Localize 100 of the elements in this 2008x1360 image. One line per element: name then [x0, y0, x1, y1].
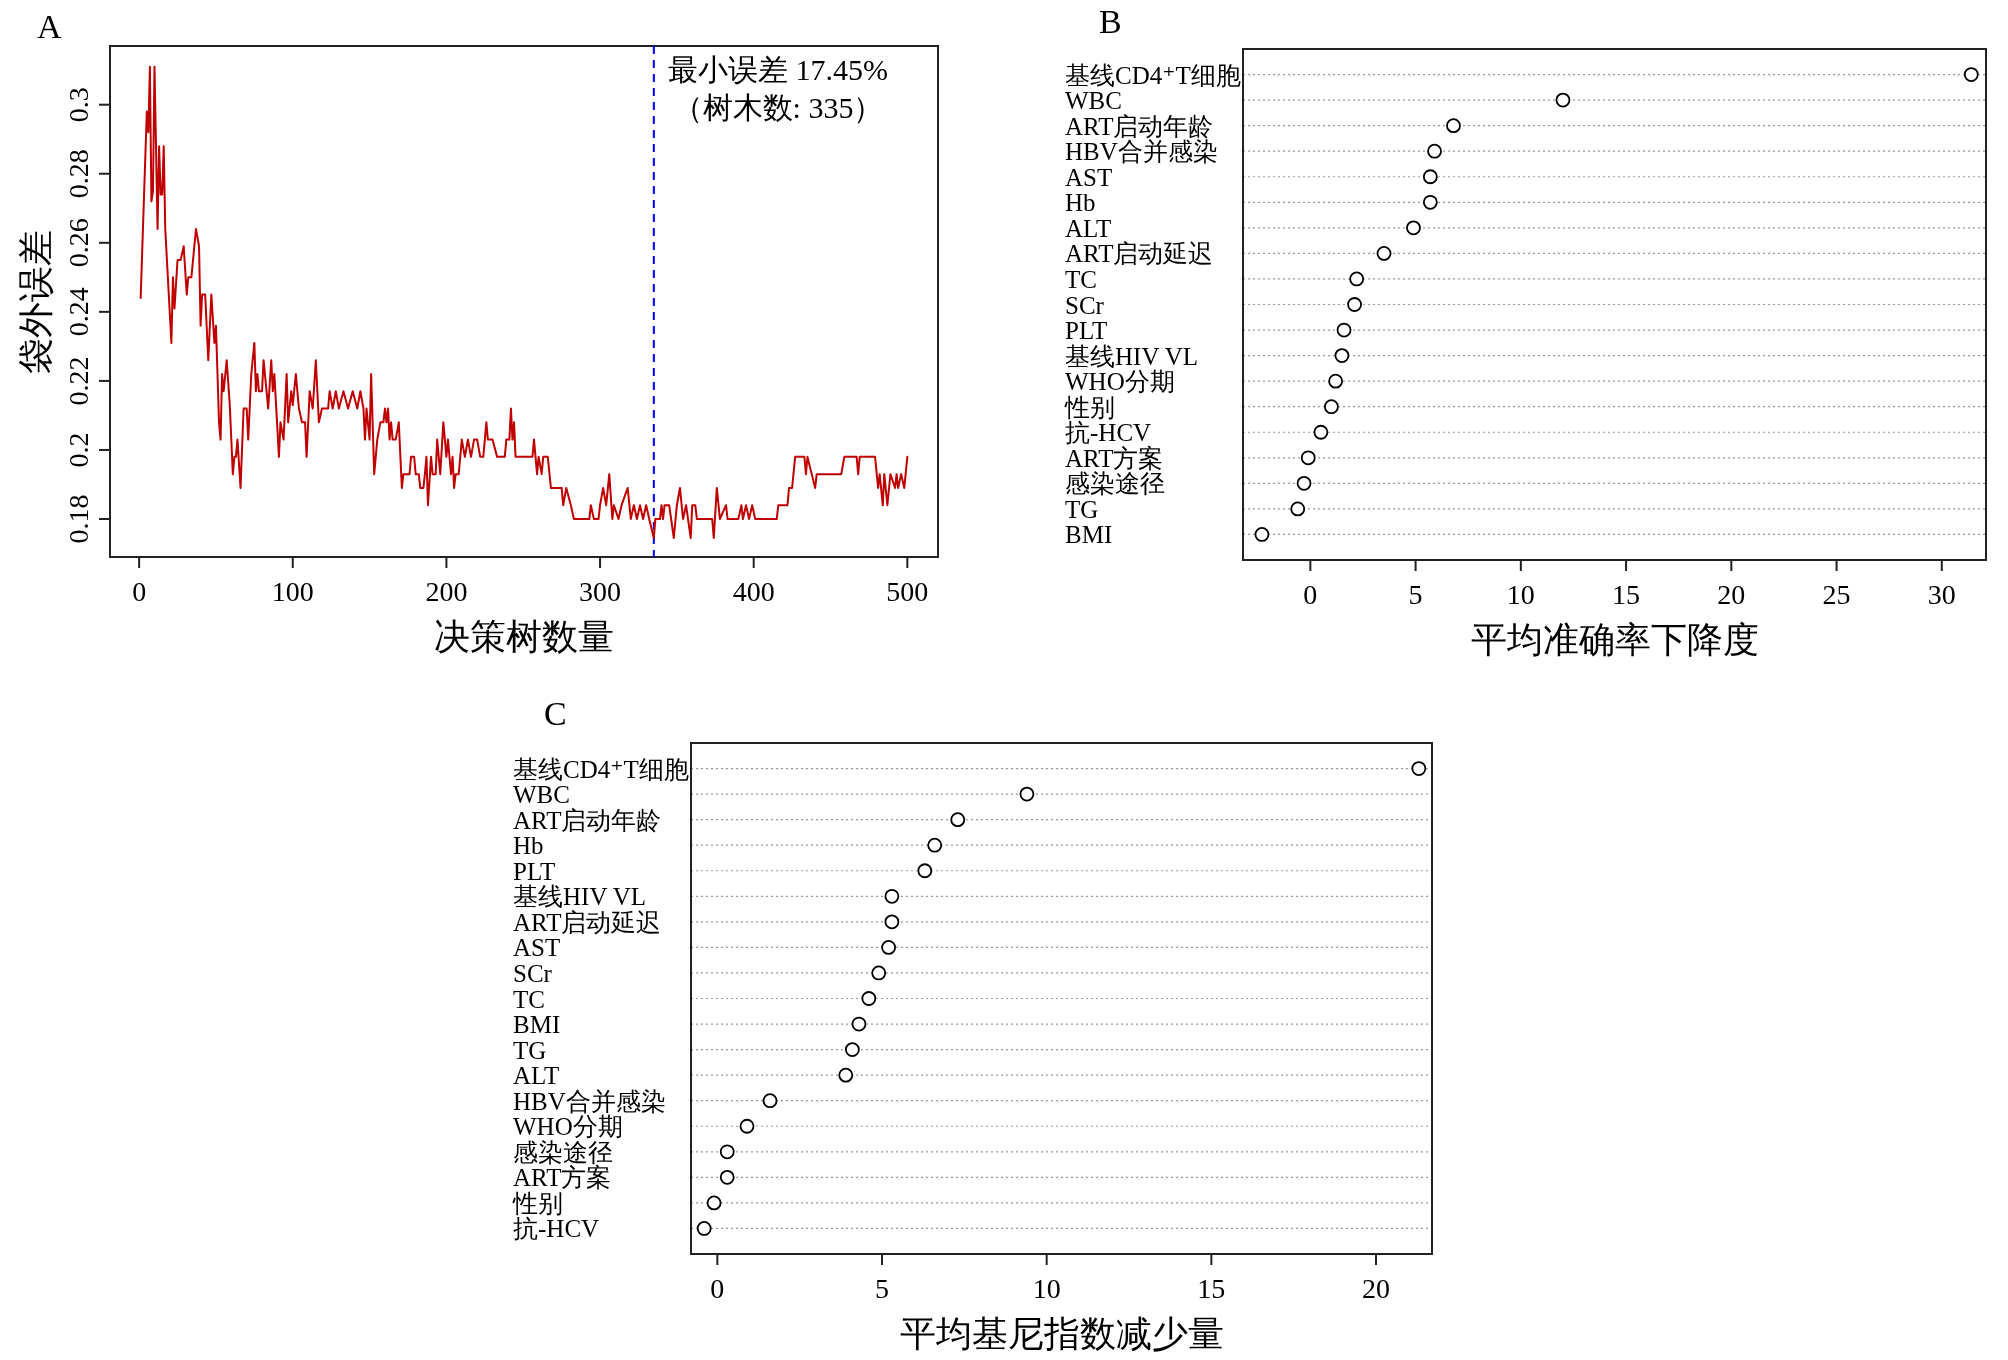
y-tick-label: 0.28 — [63, 149, 94, 199]
point — [881, 940, 896, 955]
y-tick-label: WBC — [513, 781, 570, 809]
y-tick-label: 抗-HCV — [513, 1215, 600, 1243]
point — [1296, 475, 1312, 491]
y-tick-label: SCr — [513, 959, 553, 987]
y-tick-label: ART启动延迟 — [1065, 240, 1214, 268]
chart-title: C — [544, 695, 567, 732]
y-tick-label: PLT — [513, 857, 556, 885]
y-tick-label: 基线CD4⁺T细胞 — [513, 755, 689, 783]
point — [1446, 118, 1461, 134]
point — [1328, 373, 1344, 389]
point — [739, 1118, 755, 1134]
y-tick-label: 感染途径 — [1065, 470, 1165, 498]
y-tick-label: Hb — [1065, 189, 1096, 217]
y-tick-label: 基线CD4⁺T细胞 — [1065, 61, 1241, 89]
point — [1336, 322, 1352, 338]
y-tick-label: TC — [513, 985, 545, 1013]
point — [838, 1067, 854, 1083]
y-tick-label: WBC — [1065, 87, 1122, 115]
x-tick-label: 20 — [1362, 1273, 1391, 1304]
x-tick-label: 200 — [425, 576, 468, 607]
chart-title: B — [1099, 3, 1122, 40]
y-tick-label: ART启动年龄 — [1065, 112, 1214, 140]
point — [1422, 194, 1438, 210]
chart-title: A — [37, 8, 62, 45]
point — [884, 888, 900, 904]
point — [1313, 424, 1329, 440]
point — [1376, 246, 1392, 261]
y-tick-label: Hb — [513, 832, 544, 860]
point — [1300, 450, 1316, 466]
x-tick-label: 15 — [1197, 1273, 1226, 1304]
y-tick-label: 基线HIV VL — [513, 883, 647, 911]
y-tick-label: 0.22 — [63, 356, 94, 406]
y-tick-label: HBV合并感染 — [1065, 138, 1218, 166]
y-tick-label: 性别 — [512, 1189, 563, 1217]
y-tick-label: 0.18 — [63, 494, 94, 544]
point — [950, 812, 966, 828]
point — [1422, 169, 1438, 185]
x-tick-label: 30 — [1927, 579, 1956, 610]
point — [1427, 143, 1442, 159]
y-tick-label: ALT — [1065, 214, 1112, 242]
point — [844, 1042, 860, 1057]
x-tick-label: 10 — [1032, 1273, 1061, 1304]
y-tick-label: ART启动延迟 — [513, 908, 662, 936]
point — [917, 863, 933, 879]
y-tick-label: 基线HIV VL — [1065, 342, 1199, 370]
point — [1290, 501, 1306, 517]
point — [1963, 67, 1979, 82]
y-tick-label: 0.2 — [63, 432, 94, 468]
x-axis-title: 平均基尼指数减少量 — [899, 1314, 1224, 1354]
point — [1406, 220, 1421, 236]
y-tick-label: ART方案 — [513, 1164, 612, 1192]
annotation: （树木数: 335） — [672, 91, 884, 124]
y-tick-label: WHO分期 — [1065, 368, 1175, 396]
y-tick-label: HBV合并感染 — [513, 1087, 666, 1115]
point — [696, 1221, 712, 1236]
y-tick-label: PLT — [1065, 317, 1108, 345]
point — [719, 1144, 735, 1160]
y-tick-label: 0.26 — [63, 218, 94, 268]
x-axis-title: 决策树数量 — [434, 617, 614, 657]
y-tick-label: AST — [513, 934, 561, 962]
point — [706, 1195, 722, 1211]
point — [762, 1093, 778, 1109]
y-tick-label: TG — [1065, 495, 1099, 523]
x-tick-label: 10 — [1506, 579, 1535, 610]
x-tick-label: 15 — [1612, 579, 1641, 610]
y-tick-label: BMI — [1065, 521, 1113, 549]
y-tick-label: ART方案 — [1065, 444, 1164, 472]
point — [884, 914, 900, 930]
point — [1019, 786, 1035, 802]
point — [927, 837, 943, 853]
point — [1324, 399, 1339, 415]
x-tick-label: 5 — [875, 1273, 890, 1304]
annotation: 最小误差 17.45% — [668, 53, 888, 86]
x-tick-label: 5 — [1408, 579, 1423, 610]
y-tick-label: ALT — [513, 1062, 560, 1090]
x-tick-label: 0 — [132, 576, 147, 607]
y-tick-label: WHO分期 — [513, 1113, 623, 1141]
point — [1347, 297, 1362, 312]
point — [719, 1169, 735, 1185]
point — [1555, 92, 1571, 108]
point — [1349, 271, 1365, 287]
y-tick-label: 感染途径 — [513, 1138, 613, 1166]
x-tick-label: 300 — [579, 576, 622, 607]
y-tick-label: AST — [1065, 163, 1113, 191]
y-tick-label: ART启动年龄 — [513, 806, 662, 834]
y-axis-title: 袋外误差 — [16, 229, 56, 374]
x-tick-label: 25 — [1822, 579, 1851, 610]
point — [1254, 527, 1270, 542]
y-tick-label: 0.3 — [63, 87, 94, 123]
x-axis-title: 平均准确率下降度 — [1470, 620, 1759, 660]
point — [851, 1016, 867, 1032]
point — [871, 965, 887, 981]
y-tick-label: TC — [1065, 265, 1097, 293]
x-tick-label: 0 — [1303, 579, 1318, 610]
x-tick-label: 100 — [271, 576, 314, 607]
y-tick-label: 0.24 — [63, 287, 94, 337]
point — [1334, 348, 1350, 363]
point — [1411, 761, 1427, 776]
